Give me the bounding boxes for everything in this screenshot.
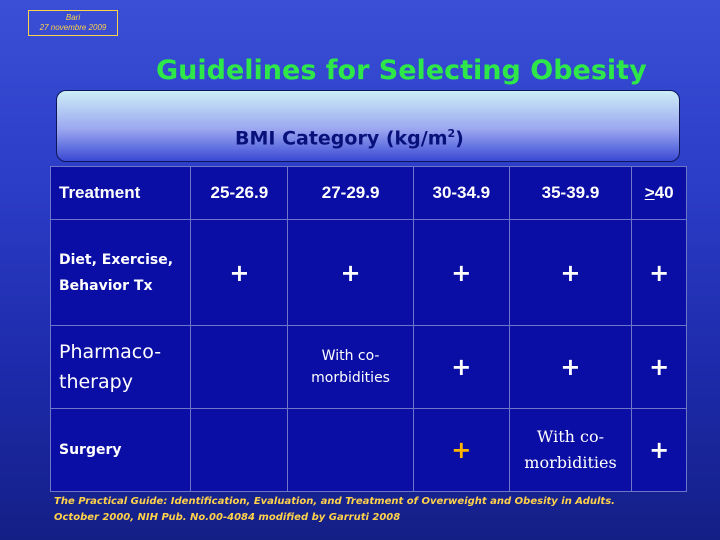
row-label-diet: Diet, Exercise, Behavior Tx [49, 219, 192, 326]
header-bmi-27: 27-29.9 [287, 166, 414, 220]
citation-line2: October 2000, NIH Pub. No.00-4084 modifi… [54, 512, 401, 523]
bmi-category-banner: BMI Category (kg/m2) [56, 90, 680, 162]
cell-pharm-25 [190, 325, 289, 409]
cell-surg-27 [287, 408, 414, 492]
cell-surg-30: + [412, 408, 510, 492]
cell-surg-40: + [631, 408, 687, 492]
row-label-surgery: Surgery [49, 408, 192, 492]
table-row-surgery: Surgery + With co- morbidities + [49, 408, 687, 492]
header-bmi-25: 25-26.9 [190, 166, 289, 220]
cell-pharm-27-line1: With co- [321, 348, 380, 364]
cell-diet-30: + [412, 219, 510, 326]
cell-surg-35-line2: morbidities [524, 453, 617, 472]
date-badge: Bari 27 novembre 2009 [28, 10, 118, 36]
row-label-diet-line2: Behavior Tx [59, 277, 153, 294]
badge-city: Bari [65, 13, 81, 22]
treatment-table: Treatment 25-26.9 27-29.9 30-34.9 35-39.… [49, 166, 687, 492]
cell-pharm-27-line2: morbidities [311, 370, 390, 386]
header-ge-value: 40 [654, 183, 674, 202]
cell-diet-40: + [631, 219, 687, 326]
header-bmi-30: 30-34.9 [412, 166, 510, 220]
source-citation: The Practical Guide: Identification, Eva… [54, 494, 694, 526]
header-ge-symbol: > [644, 183, 655, 202]
row-label-pharm-line2: therapy [59, 371, 133, 393]
row-label-pharmacotherapy: Pharmaco- therapy [49, 325, 192, 409]
cell-diet-25: + [190, 219, 289, 326]
cell-pharm-27: With co- morbidities [287, 325, 414, 409]
cell-pharm-40: + [631, 325, 687, 409]
cell-diet-35: + [508, 219, 633, 326]
slide-title: Guidelines for Selecting Obesity [156, 55, 647, 86]
cell-surg-25 [190, 408, 289, 492]
citation-line1: The Practical Guide: Identification, Eva… [54, 496, 615, 507]
bmi-label-superscript: 2 [447, 127, 456, 140]
cell-pharm-30: + [412, 325, 510, 409]
bmi-label-suffix: ) [455, 127, 464, 150]
bmi-label-text: BMI Category (kg/m [235, 127, 448, 150]
cell-surg-35: With co- morbidities [508, 408, 633, 492]
cell-pharm-35: + [508, 325, 633, 409]
table-row-diet: Diet, Exercise, Behavior Tx + + + + + [49, 219, 687, 326]
bmi-category-label: BMI Category (kg/m2) [235, 127, 464, 149]
header-bmi-40: >40 [631, 166, 687, 220]
row-label-diet-line1: Diet, Exercise, [59, 251, 174, 268]
header-bmi-35: 35-39.9 [508, 166, 633, 220]
cell-surg-35-line1: With co- [536, 427, 605, 446]
header-treatment: Treatment [49, 166, 192, 220]
table-row-pharmacotherapy: Pharmaco- therapy With co- morbidities +… [49, 325, 687, 409]
row-label-pharm-line1: Pharmaco- [59, 341, 162, 363]
badge-date: 27 novembre 2009 [39, 23, 107, 32]
cell-diet-27: + [287, 219, 414, 326]
table-header-row: Treatment 25-26.9 27-29.9 30-34.9 35-39.… [49, 166, 687, 220]
